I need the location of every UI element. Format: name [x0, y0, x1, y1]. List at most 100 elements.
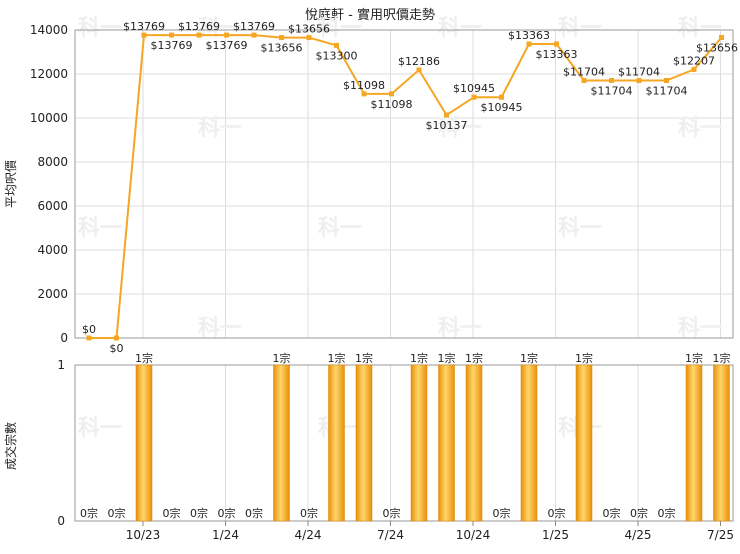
price-point [416, 67, 422, 73]
watermark-text: 科一 [678, 16, 722, 41]
x-tick-label: 10/24 [456, 528, 491, 542]
volume-bar-label: 1宗 [410, 351, 428, 365]
x-axis-ticks: 10/23 1/24 4/24 7/24 10/24 1/25 4/25 7/25 [126, 521, 734, 542]
price-point-label: $13769 [233, 20, 275, 33]
volume-bar-label: 0宗 [630, 506, 648, 520]
price-point [279, 35, 284, 41]
price-point-label: $13769 [206, 39, 248, 52]
price-y-tick-label: 8000 [37, 155, 68, 169]
volume-bar-label: 1宗 [273, 351, 291, 365]
x-tick-label: 10/23 [126, 528, 161, 542]
watermark-text: 科一 [78, 216, 122, 241]
price-y-tick-label: 14000 [30, 23, 68, 37]
price-point [636, 78, 642, 84]
watermark-text: 科一 [78, 16, 122, 41]
price-point-label: $11098 [343, 79, 385, 92]
volume-bar-label: 0宗 [603, 506, 621, 520]
price-plot-frame [74, 29, 734, 339]
x-tick-label: 1/24 [212, 528, 239, 542]
price-point [306, 35, 312, 41]
price-line-series [89, 34, 723, 339]
price-point-label: $0 [110, 342, 124, 355]
watermark-text: 科一 [678, 316, 722, 341]
price-point-label: $0 [82, 323, 96, 336]
price-point [554, 41, 559, 47]
watermark-text: 科一 [438, 316, 482, 341]
price-point-label: $11098 [371, 98, 413, 111]
volume-bar-label: 0宗 [218, 506, 236, 520]
price-point [169, 32, 174, 38]
volume-bar [685, 364, 703, 522]
price-point-label: $11704 [563, 66, 605, 79]
volume-y-ticks: 01 [57, 358, 65, 528]
price-point-label: $13363 [508, 29, 550, 42]
volume-bar [410, 364, 428, 522]
volume-bar [135, 364, 153, 522]
price-point-label: $13363 [536, 48, 578, 61]
volume-bar-label: 0宗 [80, 506, 98, 520]
price-point-label: $10945 [481, 101, 523, 114]
watermark-text: 科一 [678, 116, 722, 141]
price-point [141, 32, 147, 38]
volume-bar [438, 364, 455, 522]
price-y-tick-label: 2000 [37, 287, 68, 301]
price-point-label: $10945 [453, 82, 495, 95]
price-point [581, 78, 587, 84]
watermark-text: 科一 [318, 216, 362, 241]
volume-bar-label: 0宗 [493, 506, 511, 520]
price-point-label: $12186 [398, 55, 440, 68]
price-point [691, 66, 697, 72]
price-point [224, 32, 229, 38]
price-point [196, 32, 202, 38]
volume-bar-label: 1宗 [520, 351, 538, 365]
watermark-text: 科一 [318, 16, 362, 41]
price-point-label: $10137 [426, 119, 468, 132]
volume-bar [355, 364, 373, 522]
x-tick-label: 7/24 [377, 528, 404, 542]
watermark-text: 科一 [558, 16, 602, 41]
price-point [444, 112, 449, 118]
volume-bar [713, 364, 730, 522]
price-point [471, 94, 477, 100]
price-point [361, 91, 367, 97]
price-point [114, 335, 119, 341]
price-point [526, 41, 532, 47]
watermark-layer: 科一科一科一科一科一科一科一科一科一科一科一科一科一科一科一科一科一科一 [78, 16, 722, 441]
price-point-label: $13769 [151, 39, 193, 52]
price-point [334, 42, 339, 48]
x-tick-label: 7/25 [707, 528, 734, 542]
volume-bar [520, 364, 538, 522]
price-y-tick-label: 4000 [37, 243, 68, 257]
price-point-label: $11704 [646, 85, 688, 98]
chart-title: 悅庭軒 - 實用呎價走勢 [305, 7, 435, 23]
x-tick-label: 4/25 [625, 528, 652, 542]
price-point-label: $13769 [178, 20, 220, 33]
watermark-text: 科一 [78, 416, 122, 441]
price-point [609, 78, 614, 84]
volume-bar-label: 1宗 [135, 351, 153, 365]
volume-bar-label: 1宗 [438, 351, 456, 365]
x-tick-label: 1/25 [542, 528, 569, 542]
price-y-tick-label: 12000 [30, 67, 68, 81]
volume-bar-label: 1宗 [355, 351, 373, 365]
watermark-text: 科一 [438, 116, 482, 141]
watermark-text: 科一 [198, 16, 242, 41]
volume-bar-labels: 0宗 0宗 1宗 0宗 0宗 0宗 0宗 1宗 0宗 1宗 1宗 0宗 1宗 1宗 1宗 0宗 1宗 0宗 1宗 0宗… [80, 351, 731, 520]
volume-bar-label: 0宗 [548, 506, 566, 520]
volume-plot-frame [74, 364, 734, 522]
price-point-labels: $0 $0 $13769 $13769 $13769 $13769 $13769 $13656… [82, 20, 738, 355]
price-line [89, 34, 723, 339]
volume-y-tick-label: 0 [57, 514, 65, 528]
price-point-label: $13656 [696, 42, 738, 55]
volume-bar-label: 1宗 [575, 351, 593, 365]
volume-bar [465, 364, 483, 522]
price-point-label: $13769 [123, 20, 165, 33]
price-points [86, 32, 724, 341]
volume-bar-label: 0宗 [108, 506, 126, 520]
watermark-text: 科一 [558, 216, 602, 241]
price-point-label: $13656 [261, 42, 303, 55]
price-y-tick-label: 0 [60, 331, 68, 345]
price-point [389, 91, 394, 97]
